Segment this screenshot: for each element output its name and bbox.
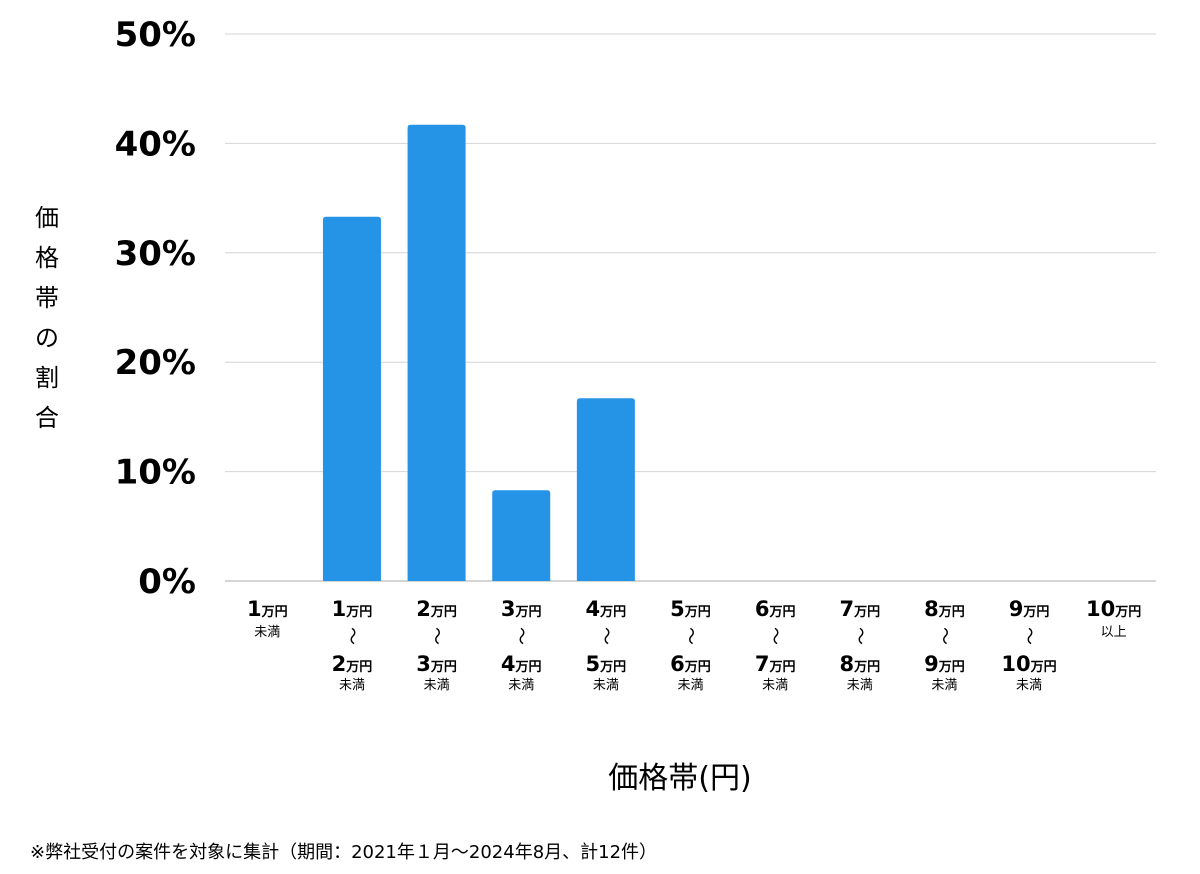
x-tick-from: 3万円 <box>501 597 542 621</box>
x-tick-suffix: 以上 <box>1101 625 1127 640</box>
x-tick-from: 8万円 <box>924 597 965 621</box>
x-tick-to: 2万円 <box>332 652 373 676</box>
x-tick-tilde: 〜 <box>510 627 531 645</box>
x-tick-suffix: 未満 <box>593 678 619 693</box>
y-tick-label: 20% <box>115 343 196 383</box>
y-axis-label-char: の <box>35 324 59 352</box>
x-tick-tilde: 〜 <box>426 627 447 645</box>
x-tick-tilde: 〜 <box>595 627 616 645</box>
y-tick-label: 10% <box>115 453 196 493</box>
x-tick-suffix: 未満 <box>847 678 873 693</box>
bar <box>407 124 466 581</box>
x-tick-suffix: 未満 <box>931 678 957 693</box>
y-tick-label: 50% <box>115 15 196 55</box>
y-axis-label-char: 帯 <box>35 284 59 312</box>
x-tick-tilde: 〜 <box>933 627 954 645</box>
x-tick-tilde: 〜 <box>1018 627 1039 645</box>
y-tick-label: 30% <box>115 234 196 274</box>
y-axis-label-char: 合 <box>35 404 59 432</box>
y-axis-label-char: 価 <box>35 204 59 232</box>
y-tick-labels: 0% 10% 20% 30% 40% 50% <box>115 15 196 602</box>
x-tick-suffix: 未満 <box>1016 678 1042 693</box>
x-tick-tilde: 〜 <box>849 627 870 645</box>
x-tick-suffix: 未満 <box>677 678 703 693</box>
bar <box>322 216 381 581</box>
x-tick-to: 3万円 <box>416 652 457 676</box>
y-tick-label: 40% <box>115 124 196 164</box>
y-axis-label-char: 格 <box>35 244 59 272</box>
x-tick-from: 9万円 <box>1009 597 1050 621</box>
x-tick-to: 5万円 <box>586 652 627 676</box>
x-tick-from: 1万円 <box>332 597 373 621</box>
x-tick-from: 5万円 <box>670 597 711 621</box>
bar <box>576 398 635 581</box>
x-tick-to: 9万円 <box>924 652 965 676</box>
x-tick-suffix: 未満 <box>254 625 280 640</box>
x-tick-from: 2万円 <box>416 597 457 621</box>
x-tick-from: 7万円 <box>839 597 880 621</box>
x-tick-from: 4万円 <box>586 597 627 621</box>
x-tick-to: 4万円 <box>501 652 542 676</box>
x-tick-tilde: 〜 <box>341 627 362 645</box>
x-tick-to: 7万円 <box>755 652 796 676</box>
x-tick-from: 1万円 <box>247 597 288 621</box>
x-tick-to: 10万円 <box>1001 652 1056 676</box>
x-tick-suffix: 未満 <box>508 678 534 693</box>
x-tick-suffix: 未満 <box>762 678 788 693</box>
x-axis-label: 価格帯(円) <box>608 761 751 796</box>
x-tick-tilde: 〜 <box>764 627 785 645</box>
x-tick-to: 8万円 <box>839 652 880 676</box>
x-tick-labels: 1万円未満1万円〜2万円未満2万円〜3万円未満3万円〜4万円未満4万円〜5万円未… <box>247 597 1141 693</box>
bars <box>322 124 635 581</box>
y-axis-label-char: 割 <box>35 364 59 392</box>
x-tick-suffix: 未満 <box>339 678 365 693</box>
x-tick-from: 10万円 <box>1086 597 1141 621</box>
bar <box>492 490 551 581</box>
x-tick-suffix: 未満 <box>424 678 450 693</box>
x-tick-tilde: 〜 <box>680 627 701 645</box>
y-tick-label: 0% <box>138 562 196 602</box>
x-tick-from: 6万円 <box>755 597 796 621</box>
x-tick-to: 6万円 <box>670 652 711 676</box>
footnote: ※弊社受付の案件を対象に集計（期間：2021年１月〜2024年8月、計12件） <box>30 842 658 863</box>
